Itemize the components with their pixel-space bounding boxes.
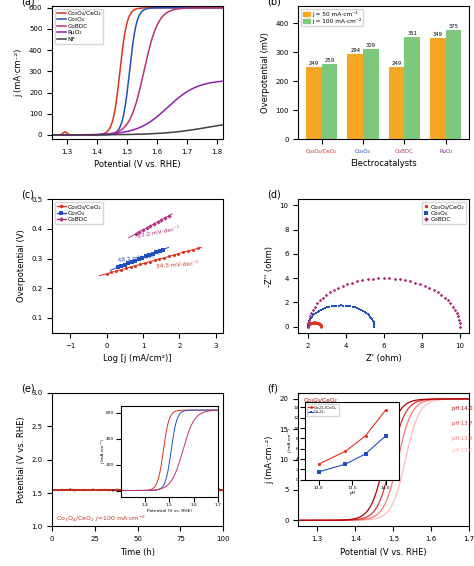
Y-axis label: j (mA·cm⁻²): j (mA·cm⁻²) [265,435,274,484]
X-axis label: Time (h): Time (h) [120,548,155,556]
X-axis label: Log [j (mA/cm²)]: Log [j (mA/cm²)] [103,354,172,363]
Bar [404,37,420,139]
X-axis label: Z' (ohm): Z' (ohm) [366,354,401,363]
Bar [446,31,462,139]
Y-axis label: -Z'' (ohm): -Z'' (ohm) [265,246,274,286]
X-axis label: Electrocatalysts: Electrocatalysts [350,160,417,169]
Text: (f): (f) [267,384,279,393]
Legend: Co₃O₄/CeO₂, Co₃O₄, CoBDC: Co₃O₄/CeO₂, Co₃O₄, CoBDC [55,202,103,225]
Bar [306,67,322,139]
Bar [430,38,446,139]
Text: 249: 249 [392,61,401,66]
Text: 349: 349 [433,32,443,37]
Text: pH 13.0: pH 13.0 [452,448,473,453]
Y-axis label: Overpotential (mV): Overpotential (mV) [261,32,270,113]
Text: 309: 309 [366,44,376,48]
Text: 34.3 mV·dec⁻¹: 34.3 mV·dec⁻¹ [156,260,199,268]
Legend: Co₃O₄/CeO₂, Co₃O₄, CoBDC, RuO₂, NF: Co₃O₄/CeO₂, Co₃O₄, CoBDC, RuO₂, NF [55,8,103,44]
Text: (a): (a) [21,0,35,6]
Text: 249: 249 [309,61,319,66]
X-axis label: Potential (V vs. RHE): Potential (V vs. RHE) [340,548,427,556]
Text: 259: 259 [325,58,335,63]
Legend: Co₃O₄/CeO₂, Co₃O₄, CoBDC: Co₃O₄/CeO₂, Co₃O₄, CoBDC [422,202,466,225]
Text: (d): (d) [267,190,281,200]
Text: 67.0 mV·dec⁻¹: 67.0 mV·dec⁻¹ [137,226,181,239]
Text: 294: 294 [350,48,360,53]
Bar [389,67,404,139]
Bar [363,49,379,139]
Text: pH 13.4: pH 13.4 [452,436,473,441]
Text: 48.1 mV·dec⁻¹: 48.1 mV·dec⁻¹ [118,253,161,263]
Legend: j = 50 mA·cm⁻², j = 100 mA·cm⁻²: j = 50 mA·cm⁻², j = 100 mA·cm⁻² [301,8,363,26]
Y-axis label: j (mA·cm⁻²): j (mA·cm⁻²) [14,48,23,97]
Text: pH 13.7: pH 13.7 [452,421,473,426]
Text: $\mathrm{Co_3O_4/CeO_2}$ $j$=100 mA$\cdot$cm$^{-2}$: $\mathrm{Co_3O_4/CeO_2}$ $j$=100 mA$\cdo… [55,514,146,524]
Text: pH 14.0: pH 14.0 [452,405,473,410]
Text: 375: 375 [448,24,459,29]
Bar [322,64,337,139]
Text: (b): (b) [267,0,282,6]
Text: (e): (e) [21,384,35,393]
X-axis label: Potential (V vs. RHE): Potential (V vs. RHE) [94,160,181,169]
Text: Co₃O₄/CeO₂: Co₃O₄/CeO₂ [304,398,338,403]
Text: 351: 351 [407,31,417,36]
Y-axis label: Potential (V vs. RHE): Potential (V vs. RHE) [17,417,26,503]
Text: (c): (c) [21,190,35,200]
Y-axis label: Overpotential (V): Overpotential (V) [17,230,26,302]
Bar [347,54,363,139]
